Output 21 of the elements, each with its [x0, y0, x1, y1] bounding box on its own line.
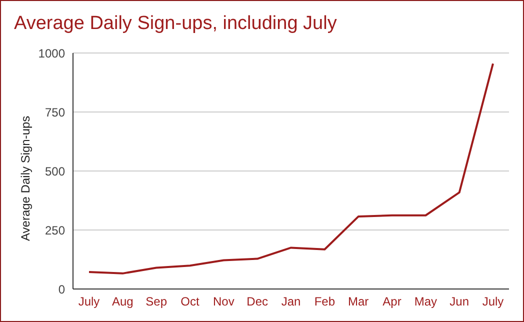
x-tick-label: July: [482, 294, 504, 309]
y-tick-label: 0: [58, 282, 66, 296]
x-tick-label: Mar: [348, 294, 369, 309]
y-tick-label: 250: [44, 223, 66, 238]
line-series: [88, 62, 494, 274]
x-tick-label: Feb: [314, 294, 336, 309]
y-axis-title: Average Daily Sign-ups: [18, 116, 32, 241]
x-tick-label: Jan: [281, 294, 301, 309]
y-tick-label: 750: [44, 105, 66, 120]
x-tick-label: Nov: [212, 294, 234, 309]
x-tick-label: Jun: [450, 294, 470, 309]
chart-title: Average Daily Sign-ups, including July: [14, 13, 337, 35]
x-tick-label: Dec: [246, 294, 268, 309]
x-tick-label: Oct: [180, 294, 200, 309]
x-tick-label: Aug: [112, 294, 134, 309]
y-tick-label: 1000: [38, 46, 66, 60]
x-tick-label: May: [414, 294, 438, 309]
y-tick-label: 500: [44, 164, 66, 178]
x-tick-label: July: [78, 294, 100, 309]
x-tick-label: Sep: [146, 294, 168, 309]
x-tick-label: Apr: [382, 294, 402, 309]
